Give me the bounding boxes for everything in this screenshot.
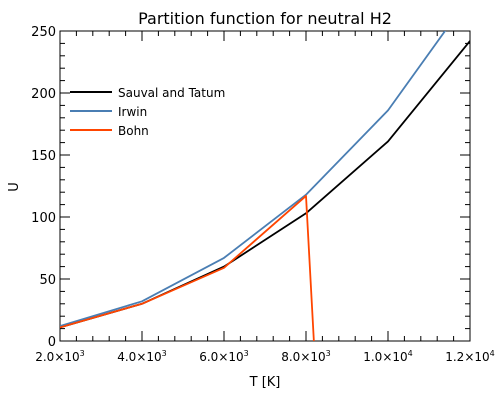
x-tick-label: 6.0×103 (199, 349, 249, 364)
y-tick-label: 150 (31, 149, 56, 164)
x-tick-label: 4.0×103 (117, 349, 167, 364)
chart-title: Partition function for neutral H2 (138, 9, 392, 28)
x-tick-labels: 2.0×103 4.0×103 6.0×103 8.0×103 1.0×104 1.2×1… (35, 349, 495, 364)
x-tick-label: 8.0×103 (281, 349, 331, 364)
plot-frame (60, 31, 470, 341)
series-line-0 (60, 41, 470, 328)
y-tick-label: 250 (31, 25, 56, 40)
series-layer (60, 25, 470, 347)
y-tick-label: 0 (48, 335, 56, 350)
legend-label: Bohn (118, 124, 149, 138)
legend-label: Sauval and Tatum (118, 86, 225, 100)
series-line-1 (60, 25, 450, 326)
x-tick-label: 1.0×104 (363, 349, 413, 364)
legend: Sauval and Tatum Irwin Bohn (70, 86, 225, 138)
legend-label: Irwin (118, 105, 147, 119)
y-tick-label: 200 (31, 87, 56, 102)
y-tick-label: 100 (31, 211, 56, 226)
y-tick-labels: 0 50 100 150 200 250 (31, 25, 56, 350)
x-major-ticks (60, 31, 470, 341)
y-tick-label: 50 (39, 273, 56, 288)
x-axis-label: T [K] (249, 375, 281, 390)
x-tick-label: 1.2×104 (445, 349, 495, 364)
y-major-ticks (60, 31, 470, 341)
x-minor-ticks (76, 31, 453, 341)
y-axis-label: U (7, 182, 22, 192)
x-tick-label: 2.0×103 (35, 349, 85, 364)
